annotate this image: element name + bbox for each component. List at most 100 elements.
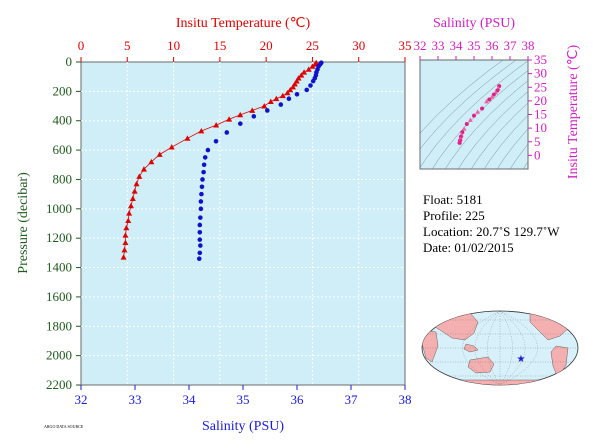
pressure-tick-label: 400 <box>53 113 73 128</box>
world-map: ★ <box>421 310 579 386</box>
float-location-marker: ★ <box>517 354 526 365</box>
temperature-tick-label: 25 <box>306 38 319 53</box>
map-meridian <box>475 311 501 385</box>
ts-temperature-tick-label: 5 <box>534 134 541 149</box>
density-contour <box>420 60 504 134</box>
pressure-tick-label: 1000 <box>46 201 72 216</box>
salinity-point <box>294 92 300 97</box>
density-contour <box>444 80 528 169</box>
ts-temperature-tick-label: 35 <box>534 52 547 67</box>
salinity-series <box>196 60 324 262</box>
temperature-point <box>237 111 244 118</box>
map-meridian <box>499 311 513 385</box>
temperature-point <box>133 180 140 187</box>
salinity-tick-label: 34 <box>183 392 197 407</box>
temperature-tick-label: 0 <box>78 38 85 53</box>
pressure-tick-label: 2000 <box>46 348 72 363</box>
temperature-axis-label: Insitu Temperature (℃) <box>176 16 311 31</box>
temperature-point <box>198 128 205 134</box>
temperature-tick-label: 10 <box>167 38 180 53</box>
ts-temperature-tick-label: 0 <box>534 147 541 162</box>
ts-point <box>457 140 462 145</box>
temperature-point <box>267 98 274 105</box>
temperature-point <box>127 202 134 209</box>
ts-point <box>464 122 469 127</box>
ts-salinity-tick-label: 38 <box>522 38 535 53</box>
temperature-tick-label: 20 <box>260 38 273 53</box>
temperature-point <box>121 246 128 253</box>
pressure-tick-label: 2200 <box>46 377 72 392</box>
pressure-tick-label: 600 <box>53 142 73 157</box>
temperature-axis-ticks: 0 5 10 15 20 25 30 35 <box>78 38 412 62</box>
pressure-tick-label: 800 <box>53 171 73 186</box>
salinity-point <box>201 169 206 175</box>
ts-salinity-tick-label: 32 <box>414 38 427 53</box>
ts-point <box>484 99 489 104</box>
ts-salinity-label: Salinity (PSU) <box>433 16 515 31</box>
salinity-point <box>198 215 203 220</box>
ts-point <box>480 106 485 111</box>
density-contour <box>420 60 517 150</box>
temperature-series <box>120 59 320 260</box>
salinity-point <box>197 230 203 235</box>
float-id: Float: 5181 <box>423 192 483 207</box>
temperature-point <box>279 92 286 99</box>
map-meridian <box>499 311 538 385</box>
salinity-tick-label: 35 <box>237 392 250 407</box>
salinity-point <box>251 114 257 119</box>
ts-point <box>461 126 467 131</box>
salinity-tick-label: 38 <box>399 392 412 407</box>
density-contour <box>496 128 528 169</box>
temperature-point <box>122 239 129 245</box>
ts-point <box>487 97 492 102</box>
density-contour <box>431 70 528 169</box>
ts-salinity-tick-label: 36 <box>486 38 500 53</box>
salinity-point <box>197 237 203 242</box>
salinity-tick-label: 32 <box>75 392 88 407</box>
map-meridian <box>499 311 525 385</box>
temperature-point <box>131 188 138 194</box>
density-contour <box>522 161 528 169</box>
ts-salinity-tick-label: 34 <box>450 38 464 53</box>
temperature-point <box>298 72 305 78</box>
salinity-point <box>198 206 204 212</box>
map-graticule <box>422 311 578 385</box>
ts-temperature-tick-label: 20 <box>534 93 547 108</box>
salinity-tick-label: 36 <box>291 392 305 407</box>
ts-point <box>489 94 495 99</box>
salinity-point <box>198 199 204 204</box>
temperature-point <box>156 151 163 157</box>
float-info: Float: 5181 Profile: 225 Location: 20.7˚… <box>423 192 560 255</box>
temperature-point <box>122 232 129 238</box>
ts-point <box>491 92 496 97</box>
salinity-point <box>308 83 313 88</box>
temperature-tick-label: 30 <box>352 38 365 53</box>
temperature-point <box>213 122 220 128</box>
temperature-point <box>249 107 256 113</box>
salinity-point <box>205 147 211 153</box>
location: Location: 20.7˚S 129.7˚W <box>423 224 560 239</box>
ts-temperature-label: Insitu Temperature (℃) <box>566 45 581 180</box>
salinity-point <box>199 191 204 197</box>
profile-plot-area <box>80 61 406 386</box>
source-note: ARGO DATA SOURCE <box>44 424 84 429</box>
density-contour <box>483 114 528 169</box>
salinity-point <box>202 155 208 160</box>
salinity-point <box>196 256 202 262</box>
salinity-axis-label: Salinity (PSU) <box>202 419 284 434</box>
salinity-point <box>199 184 205 190</box>
ts-temperature-tick-label: 30 <box>534 66 547 81</box>
salinity-tick-label: 37 <box>345 392 359 407</box>
temperature-point <box>305 66 312 72</box>
salinity-point <box>200 177 205 182</box>
temperature-tick-label: 35 <box>399 38 412 53</box>
salinity-point <box>286 96 292 102</box>
temperature-point <box>129 195 136 201</box>
temperature-point <box>123 224 130 231</box>
pressure-tick-label: 1200 <box>46 230 72 245</box>
ts-salinity-tick-label: 33 <box>432 38 445 53</box>
density-contour <box>457 91 528 169</box>
ts-salinity-tick-label: 37 <box>504 38 518 53</box>
